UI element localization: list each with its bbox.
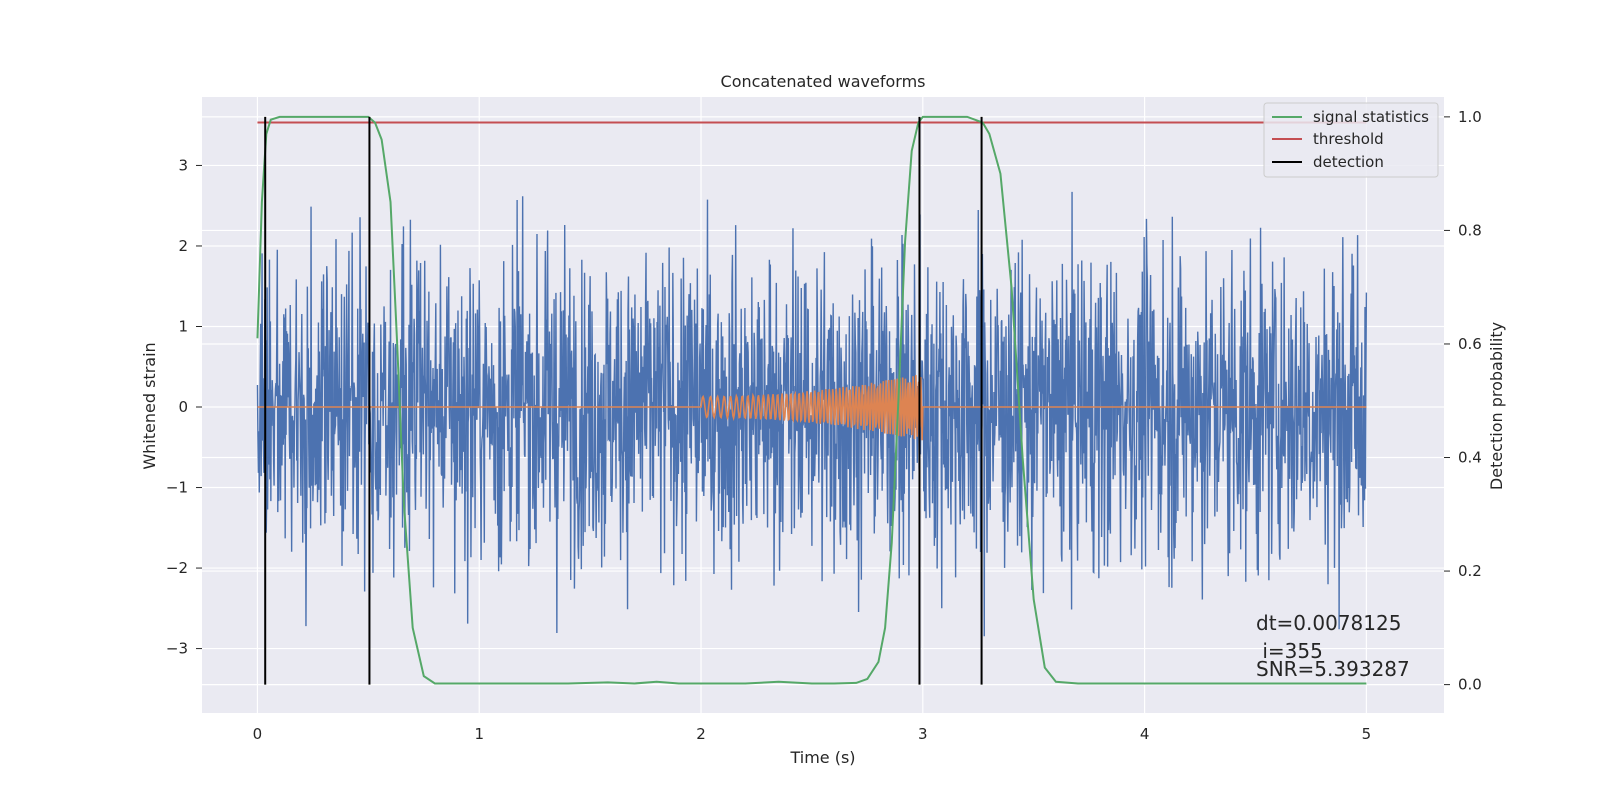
legend-label-signal-statistics: signal statistics bbox=[1313, 108, 1429, 126]
waveform-line bbox=[257, 375, 1367, 441]
y2-tick-label: 0.6 bbox=[1458, 335, 1482, 353]
annotations: dt=0.0078125 i=355 SNR=5.393287 bbox=[1256, 611, 1410, 681]
x-axis-label: Time (s) bbox=[789, 748, 855, 767]
y-tick-label: −1 bbox=[166, 479, 188, 497]
legend-label-detection: detection bbox=[1313, 153, 1384, 171]
x-axis-ticks: 0 1 2 3 4 5 bbox=[253, 725, 1371, 743]
x-tick-label: 1 bbox=[474, 725, 484, 743]
chart-title: Concatenated waveforms bbox=[721, 72, 926, 91]
y2-axis-ticks: 0.0 0.2 0.4 0.6 0.8 1.0 bbox=[1444, 108, 1482, 694]
waveform-series bbox=[257, 375, 1367, 441]
y-tick-label: −2 bbox=[166, 559, 188, 577]
y-axis-label: Whitened strain bbox=[140, 342, 159, 469]
y2-tick-label: 1.0 bbox=[1458, 108, 1482, 126]
signal-statistics-series bbox=[256, 115, 1367, 685]
y2-tick-label: 0.8 bbox=[1458, 221, 1482, 239]
y2-tick-label: 0.0 bbox=[1458, 676, 1482, 694]
signal-statistics-line bbox=[256, 115, 1367, 685]
noise-series bbox=[256, 191, 1368, 637]
legend-box bbox=[1263, 102, 1439, 178]
legend: signal statistics threshold detection bbox=[1263, 102, 1439, 178]
x-tick-label: 4 bbox=[1140, 725, 1150, 743]
x-tick-label: 5 bbox=[1362, 725, 1372, 743]
annotation-dt: dt=0.0078125 bbox=[1256, 611, 1401, 635]
annotation-snr: SNR=5.393287 bbox=[1256, 657, 1410, 681]
y2-axis-label: Detection probability bbox=[1487, 322, 1506, 490]
legend-label-threshold: threshold bbox=[1313, 130, 1384, 148]
x-tick-label: 0 bbox=[253, 725, 263, 743]
y-tick-label: 2 bbox=[178, 237, 188, 255]
y2-tick-label: 0.4 bbox=[1458, 449, 1482, 467]
y2-tick-label: 0.2 bbox=[1458, 562, 1482, 580]
y-tick-label: 3 bbox=[178, 156, 188, 174]
y-tick-label: 0 bbox=[178, 398, 188, 416]
noise-line bbox=[256, 191, 1368, 637]
detection-series bbox=[264, 116, 983, 685]
x-tick-label: 3 bbox=[918, 725, 928, 743]
y-tick-label: 1 bbox=[178, 317, 188, 335]
x-tick-label: 2 bbox=[696, 725, 706, 743]
annotation-index: i=355 bbox=[1256, 639, 1323, 663]
y-tick-label: −3 bbox=[166, 640, 188, 658]
y-axis-ticks: −3 −2 −1 0 1 2 3 bbox=[166, 156, 202, 658]
